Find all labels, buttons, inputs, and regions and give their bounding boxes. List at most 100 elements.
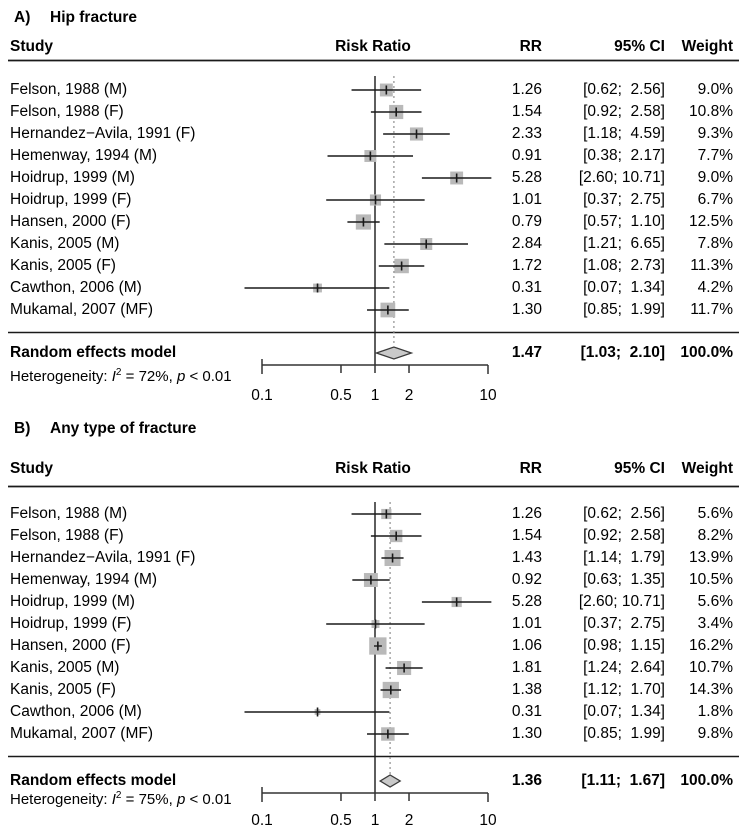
- summary-row-b: Random effects model 1.36 [1.11; 1.67] 1…: [0, 771, 747, 791]
- weight-value: 12.5%: [689, 213, 733, 230]
- weight-value: 13.9%: [689, 549, 733, 566]
- summary-row-a: Random effects model 1.47 [1.03; 2.10] 1…: [0, 343, 747, 363]
- study-row: Hoidrup, 1999 (M) 5.28 [2.60; 10.71] 9.0%: [0, 168, 747, 188]
- study-row: Hansen, 2000 (F) 1.06 [0.98; 1.15] 16.2%: [0, 636, 747, 656]
- weight-value: 10.7%: [689, 659, 733, 676]
- weight-value: 4.2%: [697, 279, 733, 296]
- axis-tick-label: 2: [404, 387, 414, 404]
- study-name: Hoidrup, 1999 (F): [10, 615, 132, 632]
- weight-value: 9.0%: [697, 169, 733, 186]
- rr-value: 1.26: [511, 81, 542, 98]
- weight-value: 9.8%: [697, 725, 733, 742]
- ci-value: [0.85; 1.99]: [583, 725, 665, 742]
- p-value: < 0.01: [189, 791, 232, 808]
- panel-a-label: A): [14, 9, 31, 26]
- axis-tick-label: 1: [370, 812, 380, 829]
- ci-value: [0.98; 1.15]: [583, 637, 665, 654]
- summary-rr-value: 1.47: [511, 344, 542, 361]
- ci-value: [0.62; 2.56]: [583, 505, 665, 522]
- weight-value: 1.8%: [697, 703, 733, 720]
- study-name: Felson, 1988 (F): [10, 527, 124, 544]
- axis-tick-label: 10: [479, 387, 497, 404]
- rr-value: 1.30: [511, 725, 542, 742]
- weight-value: 5.6%: [697, 505, 733, 522]
- study-name: Felson, 1988 (F): [10, 103, 124, 120]
- weight-value: 16.2%: [689, 637, 733, 654]
- column-header-ci-a: 95% CI: [614, 38, 665, 55]
- study-name: Hemenway, 1994 (M): [10, 571, 158, 588]
- study-row: Kanis, 2005 (M) 2.84 [1.21; 6.65] 7.8%: [0, 234, 747, 254]
- ci-value: [0.92; 2.58]: [583, 527, 665, 544]
- weight-value: 5.6%: [697, 593, 733, 610]
- ci-value: [1.18; 4.59]: [583, 125, 665, 142]
- study-name: Kanis, 2005 (M): [10, 659, 120, 676]
- heterogeneity-note-a: Heterogeneity: I2 = 72%, p < 0.01: [10, 367, 232, 386]
- study-name: Felson, 1988 (M): [10, 81, 128, 98]
- rr-value: 1.01: [511, 191, 542, 208]
- rr-value: 1.43: [511, 549, 542, 566]
- weight-value: 10.8%: [689, 103, 733, 120]
- ci-value: [0.37; 2.75]: [583, 615, 665, 632]
- study-row: Hemenway, 1994 (M) 0.92 [0.63; 1.35] 10.5%: [0, 570, 747, 590]
- weight-value: 7.8%: [697, 235, 733, 252]
- study-row: Cawthon, 2006 (M) 0.31 [0.07; 1.34] 1.8%: [0, 702, 747, 722]
- rr-value: 1.26: [511, 505, 542, 522]
- study-row: Hemenway, 1994 (M) 0.91 [0.38; 2.17] 7.7%: [0, 146, 747, 166]
- ci-value: [2.60; 10.71]: [578, 593, 665, 610]
- p-value: < 0.01: [189, 368, 232, 385]
- weight-value: 9.3%: [697, 125, 733, 142]
- i-squared-symbol: I2: [111, 367, 122, 386]
- study-row: Kanis, 2005 (F) 1.72 [1.08; 2.73] 11.3%: [0, 256, 747, 276]
- rr-value: 1.38: [511, 681, 542, 698]
- column-header-weight-b: Weight: [681, 460, 733, 477]
- weight-value: 3.4%: [697, 615, 733, 632]
- summary-ci-value: [1.11; 1.67]: [581, 772, 665, 789]
- weight-value: 9.0%: [697, 81, 733, 98]
- study-row: Mukamal, 2007 (MF) 1.30 [0.85; 1.99] 9.8%: [0, 724, 747, 744]
- study-row: Cawthon, 2006 (M) 0.31 [0.07; 1.34] 4.2%: [0, 278, 747, 298]
- study-name: Hernandez−Avila, 1991 (F): [10, 549, 196, 566]
- column-header-risk-ratio-b: Risk Ratio: [335, 460, 411, 477]
- rr-value: 1.72: [511, 257, 542, 274]
- rr-value: 0.91: [511, 147, 542, 164]
- axis-tick-label: 0.1: [251, 387, 273, 404]
- rr-value: 1.54: [511, 527, 542, 544]
- rr-value: 1.06: [511, 637, 542, 654]
- axis-tick-label: 1: [370, 387, 380, 404]
- weight-value: 11.3%: [690, 257, 733, 274]
- rr-value: 2.33: [511, 125, 542, 142]
- weight-value: 14.3%: [689, 681, 733, 698]
- rr-value: 0.31: [511, 703, 542, 720]
- study-name: Mukamal, 2007 (MF): [10, 301, 153, 318]
- study-row: Felson, 1988 (M) 1.26 [0.62; 2.56] 5.6%: [0, 504, 747, 524]
- study-name: Kanis, 2005 (M): [10, 235, 120, 252]
- study-name: Hernandez−Avila, 1991 (F): [10, 125, 196, 142]
- summary-ci-value: [1.03; 2.10]: [580, 344, 665, 361]
- study-name: Cawthon, 2006 (M): [10, 279, 142, 296]
- study-row: Hernandez−Avila, 1991 (F) 1.43 [1.14; 1.79…: [0, 548, 747, 568]
- study-name: Felson, 1988 (M): [10, 505, 128, 522]
- summary-rr-value: 1.36: [511, 772, 542, 789]
- study-row: Hoidrup, 1999 (M) 5.28 [2.60; 10.71] 5.6%: [0, 592, 747, 612]
- column-header-rr-a: RR: [519, 38, 542, 55]
- ci-value: [0.57; 1.10]: [583, 213, 665, 230]
- study-name: Hansen, 2000 (F): [10, 637, 131, 654]
- ci-value: [0.07; 1.34]: [583, 703, 665, 720]
- rr-value: 1.01: [511, 615, 542, 632]
- study-name: Hemenway, 1994 (M): [10, 147, 158, 164]
- axis-tick-label: 10: [479, 812, 497, 829]
- rr-value: 5.28: [511, 169, 542, 186]
- column-header-risk-ratio-a: Risk Ratio: [335, 38, 411, 55]
- heterogeneity-note-b: Heterogeneity: I2 = 75%, p < 0.01: [10, 790, 232, 809]
- ci-value: [1.14; 1.79]: [583, 549, 665, 566]
- i-squared-symbol: I2: [111, 790, 122, 809]
- rr-value: 1.81: [511, 659, 542, 676]
- ci-value: [0.62; 2.56]: [583, 81, 665, 98]
- study-name: Kanis, 2005 (F): [10, 681, 116, 698]
- het-label: Heterogeneity:: [10, 368, 108, 385]
- weight-value: 11.7%: [690, 301, 733, 318]
- rr-value: 0.92: [511, 571, 542, 588]
- axis-tick-label: 0.1: [251, 812, 273, 829]
- rr-value: 1.54: [511, 103, 542, 120]
- summary-label: Random effects model: [10, 772, 177, 789]
